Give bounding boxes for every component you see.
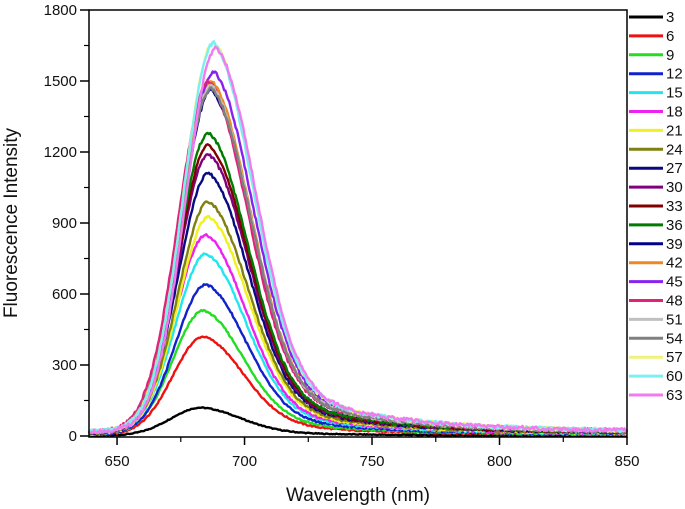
series-line-57 bbox=[88, 40, 628, 434]
legend-label-18: 18 bbox=[666, 104, 683, 121]
legend-label-3: 3 bbox=[666, 9, 674, 26]
series-line-21 bbox=[88, 214, 628, 436]
x-axis-ticks: 650 700 750 800 850 bbox=[105, 437, 640, 470]
y-axis-ticks: 0 300 600 900 1200 1500 1800 bbox=[44, 2, 89, 445]
legend-label-45: 45 bbox=[666, 274, 683, 291]
legend-label-60: 60 bbox=[666, 368, 683, 385]
legend-label-6: 6 bbox=[666, 28, 674, 45]
legend-label-24: 24 bbox=[666, 141, 683, 158]
y-tick-label: 300 bbox=[52, 357, 77, 374]
x-tick-label: 800 bbox=[487, 453, 512, 470]
y-tick-label: 600 bbox=[52, 286, 77, 303]
axes bbox=[88, 9, 628, 438]
x-tick-label: 750 bbox=[360, 453, 385, 470]
legend-label-48: 48 bbox=[666, 293, 683, 310]
legend-label-9: 9 bbox=[666, 47, 674, 64]
legend-label-57: 57 bbox=[666, 349, 683, 366]
legend-label-42: 42 bbox=[666, 255, 683, 272]
legend-label-21: 21 bbox=[666, 122, 683, 139]
legend-label-63: 63 bbox=[666, 387, 683, 404]
series-line-45 bbox=[89, 70, 629, 434]
legend-label-12: 12 bbox=[666, 66, 683, 83]
legend-label-15: 15 bbox=[666, 85, 683, 102]
x-tick-label: 700 bbox=[232, 453, 257, 470]
y-tick-label: 1500 bbox=[44, 73, 77, 90]
x-tick-label: 850 bbox=[614, 453, 639, 470]
series-line-63 bbox=[88, 45, 628, 435]
legend-label-39: 39 bbox=[666, 236, 683, 253]
y-tick-label: 1800 bbox=[44, 2, 77, 19]
y-axis-title: Fluorescence Intensity bbox=[1, 127, 22, 318]
plot-frame bbox=[88, 9, 628, 438]
x-tick-label: 650 bbox=[105, 453, 130, 470]
legend-label-27: 27 bbox=[666, 160, 683, 177]
legend-label-54: 54 bbox=[666, 330, 683, 347]
legend-label-30: 30 bbox=[666, 179, 683, 196]
legend-label-51: 51 bbox=[666, 311, 683, 328]
y-tick-label: 900 bbox=[52, 215, 77, 232]
y-tick-label: 1200 bbox=[44, 144, 77, 161]
series-line-60 bbox=[88, 40, 628, 434]
y-tick-label: 0 bbox=[69, 428, 77, 445]
legend-label-36: 36 bbox=[666, 217, 683, 234]
x-axis-title: Wavelength (nm) bbox=[286, 485, 430, 506]
legend-label-33: 33 bbox=[666, 198, 683, 215]
series-lines bbox=[87, 40, 629, 437]
